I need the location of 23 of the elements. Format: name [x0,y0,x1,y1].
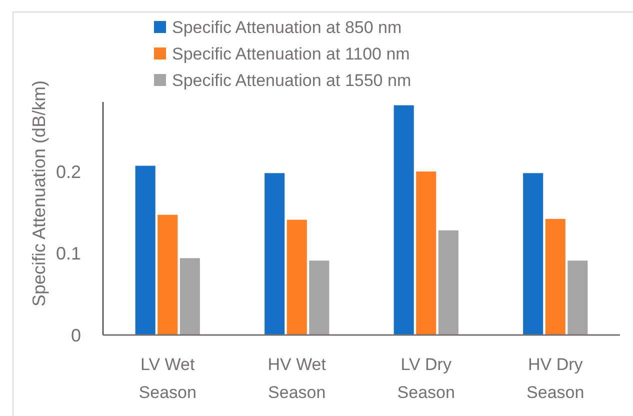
legend-label: Specific Attenuation at 850 nm [172,18,402,37]
bar [158,214,178,335]
bar [180,258,200,335]
bar [286,220,307,335]
y-tick-label: 0.2 [56,162,81,182]
bar [264,173,285,335]
y-tick-label: 0.1 [56,244,81,264]
bar [309,260,330,335]
bar [135,166,156,335]
bar [416,171,436,335]
bar [438,230,458,335]
legend-label: Specific Attenuation at 1100 nm [172,44,410,64]
bar [523,173,544,335]
legend-label: Specific Attenuation at 1550 nm [172,70,412,90]
x-tick-label: HV Dry Season [526,355,584,402]
y-tick-label: 0 [70,325,81,346]
y-axis-title: Specific Attenuation (dB/km) [29,80,49,307]
bar [394,105,414,335]
x-tick-label: LV Wet Season [138,355,196,402]
x-tick-label: HV Wet Season [268,355,326,402]
bar [568,260,588,335]
bar [545,218,566,335]
x-tick-label: LV Dry Season [397,355,455,402]
